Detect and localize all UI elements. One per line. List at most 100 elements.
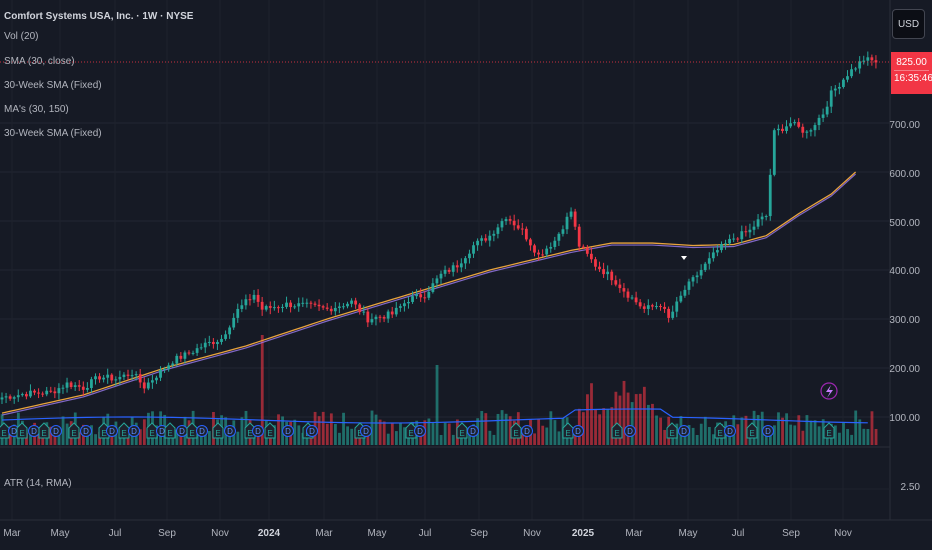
earnings-marker-letter: E	[189, 429, 194, 438]
volume-bar	[817, 426, 821, 445]
candle-body	[256, 294, 260, 302]
candle-body	[277, 307, 280, 309]
volume-bar	[57, 433, 61, 445]
atr-indicator-label[interactable]: ATR (14, RMA)	[4, 478, 72, 489]
volume-bar	[659, 417, 662, 445]
time-axis-label: Nov	[211, 528, 229, 539]
candle-body	[415, 294, 419, 297]
candle-body	[435, 278, 439, 284]
candle-body	[484, 238, 488, 241]
candle-body	[545, 248, 549, 255]
earnings-marker-letter: E	[247, 429, 252, 438]
volume-bar	[809, 420, 813, 445]
time-axis-label: Nov	[834, 528, 852, 539]
indicator-30-week-sma-2[interactable]: 30-Week SMA (Fixed)	[4, 128, 102, 139]
volume-bar	[297, 425, 301, 445]
candle-body	[146, 382, 150, 389]
candle-body	[281, 306, 284, 308]
candle-body	[329, 308, 333, 312]
candle-body	[358, 304, 362, 313]
candle-body	[675, 301, 679, 312]
price-axis-label: 700.00	[889, 120, 920, 131]
candle-body	[37, 392, 40, 394]
candle-body	[4, 396, 8, 398]
volume-bar	[203, 426, 207, 445]
volume-bar	[825, 432, 829, 445]
candle-body	[728, 238, 732, 244]
candle-body	[203, 342, 207, 348]
candle-body	[126, 374, 130, 376]
volume-bar	[760, 411, 764, 445]
indicator-mas[interactable]: MA's (30, 150)	[4, 104, 69, 115]
last-price-tag: 825.00 16:35:46	[891, 52, 932, 94]
volume-bar	[545, 427, 549, 445]
currency-button[interactable]: USD	[892, 9, 925, 39]
volume-bar	[390, 423, 394, 445]
candle-body	[740, 231, 744, 240]
candle-body	[683, 289, 687, 296]
volume-bar	[533, 433, 536, 445]
volume-bar	[801, 430, 805, 445]
candle-body	[114, 379, 118, 381]
volume-bar	[447, 423, 451, 445]
volume-bar	[655, 415, 658, 445]
dividend-marker	[306, 425, 318, 437]
volume-bar	[504, 413, 508, 445]
candle-body	[260, 301, 264, 310]
earnings-marker	[164, 422, 176, 439]
candle-body	[858, 61, 862, 69]
volume-bar	[773, 425, 776, 445]
candle-body	[419, 294, 423, 298]
candle-body	[110, 374, 114, 381]
symbol-title[interactable]: Comfort Systems USA, Inc. · 1W · NYSE	[4, 11, 194, 22]
time-axis-label-year: 2024	[257, 528, 281, 539]
time-axis-label: Jul	[418, 528, 432, 539]
volume-bar	[699, 423, 703, 445]
lightning-icon	[826, 385, 833, 398]
candle-body	[163, 369, 166, 371]
candle-body	[776, 128, 780, 131]
volume-ma-line	[1, 408, 868, 424]
indicator-sma[interactable]: SMA (30, close)	[4, 56, 75, 67]
candle-body	[837, 86, 841, 89]
candle-body	[589, 253, 593, 260]
candle-body	[264, 306, 268, 310]
volume-bar	[614, 391, 618, 445]
candle-body	[195, 348, 199, 353]
candle-body	[813, 125, 817, 131]
dividend-marker	[624, 425, 636, 437]
dividend-marker-letter: D	[53, 427, 59, 436]
volume-bar	[386, 433, 390, 445]
candle-body	[833, 88, 837, 91]
earnings-marker-letter: E	[121, 429, 126, 438]
candle-body	[244, 299, 248, 306]
candle-body	[610, 271, 614, 281]
candle-body	[650, 305, 654, 307]
candle-body	[691, 277, 695, 282]
volume-bar	[500, 410, 504, 445]
volume-bar	[236, 431, 240, 445]
volume-bar	[785, 413, 789, 445]
candle-body	[106, 374, 110, 378]
volume-bar	[793, 425, 797, 445]
candle-body	[12, 397, 16, 399]
candle-body	[443, 269, 447, 274]
price-axis-label: 100.00	[889, 413, 920, 424]
candle-body	[354, 300, 358, 305]
earnings-marker-letter: E	[459, 429, 464, 438]
earnings-marker-letter: E	[71, 429, 76, 438]
indicator-volume[interactable]: Vol (20)	[4, 31, 39, 42]
volume-bar	[569, 434, 573, 445]
candle-body	[118, 376, 122, 380]
candle-body	[606, 271, 610, 275]
indicator-30-week-sma[interactable]: 30-Week SMA (Fixed)	[4, 80, 102, 91]
dividend-marker-letter: D	[227, 427, 233, 436]
candle-body	[431, 283, 435, 292]
volume-bar	[777, 412, 780, 445]
volume-bar	[419, 429, 423, 445]
dividend-marker	[224, 425, 236, 437]
volume-bar	[142, 419, 146, 445]
volume-bar	[622, 380, 626, 445]
dividend-marker	[196, 425, 208, 437]
